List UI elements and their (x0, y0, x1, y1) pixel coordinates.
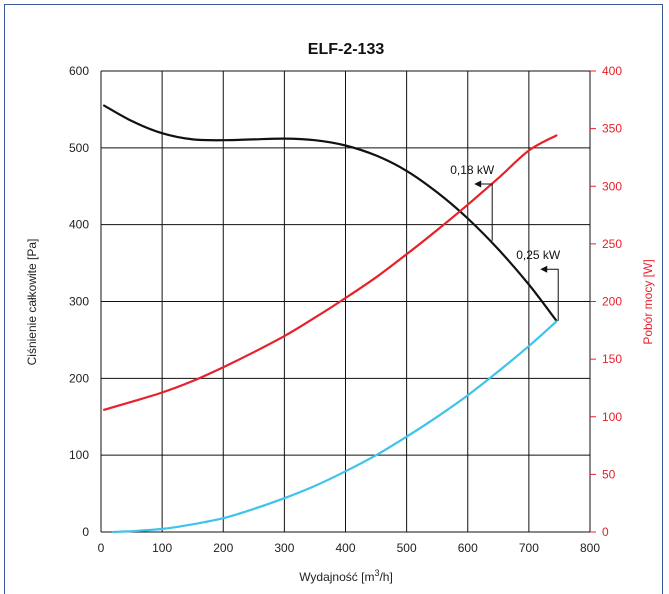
y2-tick-label: 200 (602, 295, 622, 309)
chart-title: ELF-2-133 (308, 41, 385, 58)
x-tick-label: 500 (397, 541, 417, 555)
annotation-label: 0,18 kW (450, 163, 495, 177)
y-tick-label: 500 (69, 141, 89, 155)
y-axis-label: Ciśnienie całkowite [Pa] (25, 239, 39, 366)
x-axis-label-end: /h] (379, 570, 392, 584)
x-axis-label: Wydajność [m3/h] (299, 568, 393, 584)
x-axis-ticks: 0 100 200 300 400 500 600 700 800 (98, 541, 601, 555)
annotation-leader (546, 269, 558, 320)
annotation-arrowhead (474, 180, 481, 187)
y-tick-label: 0 (82, 525, 89, 539)
y2-tick-label: 50 (602, 467, 616, 481)
annotations: 0,18 kW 0,25 kW (450, 163, 561, 321)
annotation-arrowhead (540, 266, 547, 273)
right-axis-ticks: 0 50 100 150 200 250 300 350 400 (590, 64, 622, 539)
x-tick-label: 800 (580, 541, 600, 555)
y2-tick-label: 350 (602, 122, 622, 136)
x-axis-label-main: Wydajność [m (299, 570, 374, 584)
x-tick-label: 200 (213, 541, 233, 555)
y2-tick-label: 0 (602, 525, 609, 539)
y2-axis-label: Pobór mocy [W] (641, 259, 655, 344)
x-tick-label: 0 (98, 541, 105, 555)
y2-tick-label: 300 (602, 179, 622, 193)
annotation-label: 0,25 kW (516, 248, 561, 262)
y2-tick-label: 400 (602, 64, 622, 78)
x-tick-label: 300 (274, 541, 294, 555)
y-tick-label: 600 (69, 64, 89, 78)
y-tick-label: 400 (69, 218, 89, 232)
y2-tick-label: 100 (602, 410, 622, 424)
y2-tick-label: 250 (602, 237, 622, 251)
x-tick-label: 400 (335, 541, 355, 555)
y-tick-label: 100 (69, 448, 89, 462)
x-tick-label: 700 (519, 541, 539, 555)
y-tick-label: 300 (69, 295, 89, 309)
y2-tick-label: 150 (602, 352, 622, 366)
y-tick-label: 200 (69, 371, 89, 385)
x-tick-label: 600 (458, 541, 478, 555)
pressure-curve (104, 106, 556, 321)
x-tick-label: 100 (152, 541, 172, 555)
system-curve (113, 322, 556, 533)
left-axis-ticks: 0 100 200 300 400 500 600 (69, 64, 89, 539)
grid (101, 71, 590, 532)
